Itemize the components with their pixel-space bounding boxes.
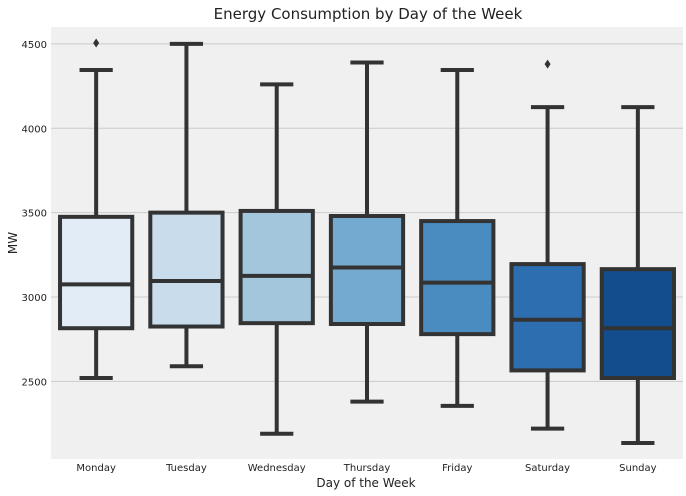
iqr-box xyxy=(238,208,315,326)
y-tick-label: 4000 xyxy=(22,124,47,135)
y-axis-label: MW xyxy=(6,232,20,254)
box-friday xyxy=(419,68,496,408)
outlier-point xyxy=(93,38,100,48)
chart-title: Energy Consumption by Day of the Week xyxy=(214,5,523,23)
box-wednesday xyxy=(238,82,315,436)
box-thursday xyxy=(328,60,406,404)
ticks: 2500 3000 3500 4000 4500 Monday Tuesday Wednesd… xyxy=(22,40,657,474)
iqr-box xyxy=(58,214,135,331)
y-tick-label: 3500 xyxy=(22,209,47,220)
x-tick-label: Saturday xyxy=(525,463,570,474)
x-tick-label: Tuesday xyxy=(165,463,207,474)
box-tuesday xyxy=(148,41,225,369)
iqr-box xyxy=(148,210,225,329)
iqr-box xyxy=(599,267,676,380)
iqr-box xyxy=(419,219,496,337)
iqr-box xyxy=(328,214,406,326)
box-sunday xyxy=(599,105,676,445)
x-tick-label: Monday xyxy=(76,463,116,474)
y-tick-label: 4500 xyxy=(22,40,47,51)
box-monday xyxy=(58,38,135,380)
x-tick-label: Wednesday xyxy=(248,463,306,474)
x-axis-label: Day of the Week xyxy=(316,476,415,490)
y-tick-label: 3000 xyxy=(22,293,47,304)
y-tick-label: 2500 xyxy=(22,377,47,388)
outlier-point xyxy=(544,59,551,69)
x-tick-label: Friday xyxy=(442,463,472,474)
boxes xyxy=(58,38,676,445)
x-tick-label: Thursday xyxy=(343,463,391,474)
box-saturday xyxy=(509,59,586,431)
x-tick-label: Sunday xyxy=(619,463,656,474)
iqr-box xyxy=(509,262,586,373)
